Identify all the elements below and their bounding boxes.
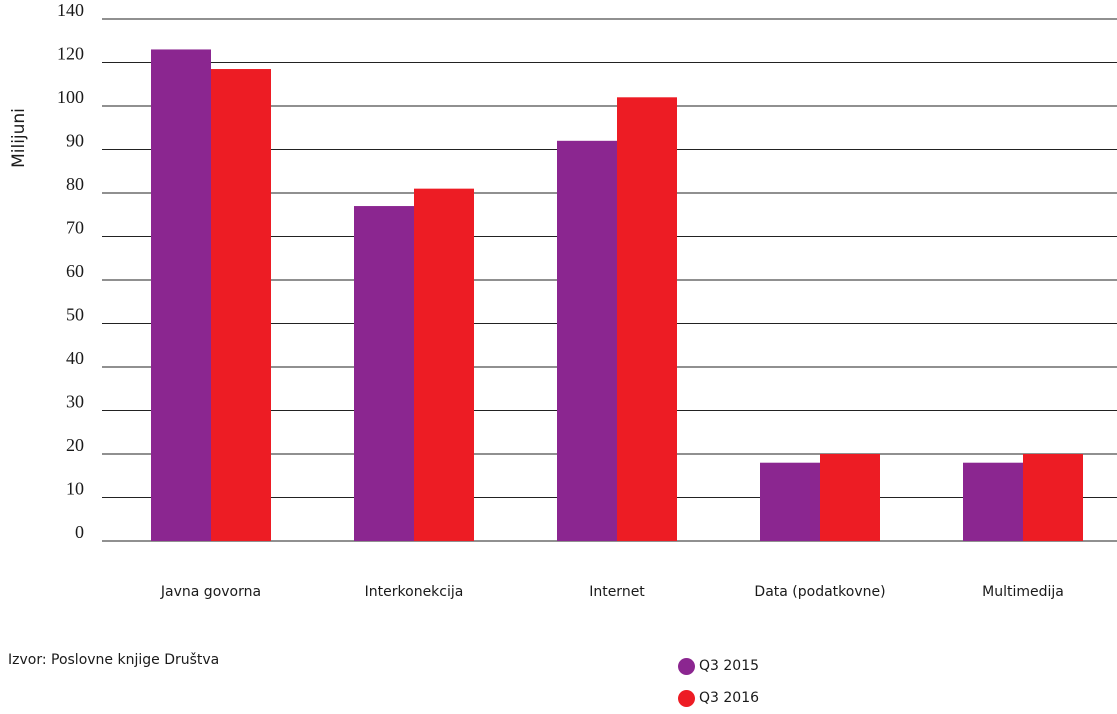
bar-q3-2016 xyxy=(414,188,474,541)
bar-chart: 0 10 20 30 40 50 60 70 80 90 100 120 140 Javna govor… xyxy=(9,0,1117,600)
y-tick-label: 30 xyxy=(66,392,84,412)
bar-q3-2015 xyxy=(963,462,1023,541)
y-tick-label: 10 xyxy=(66,479,84,499)
legend-item-q3-2015: Q3 2015 xyxy=(678,650,759,682)
x-axis-ticks: Javna govorna Interkonekcija Internet Data … xyxy=(160,584,1064,600)
bar-q3-2016 xyxy=(1023,454,1083,541)
bar-q3-2016 xyxy=(211,69,271,542)
legend: Q3 2015 Q3 2016 xyxy=(678,650,759,714)
legend-label: Q3 2015 xyxy=(699,658,760,674)
y-tick-label: 100 xyxy=(57,87,84,107)
bar-q3-2015 xyxy=(557,140,617,542)
x-tick-label: Javna govorna xyxy=(160,584,261,600)
y-tick-label: 40 xyxy=(66,348,84,368)
x-tick-label: Multimedija xyxy=(982,584,1064,600)
bar-q3-2016 xyxy=(617,97,677,542)
y-tick-label: 50 xyxy=(66,305,84,325)
y-tick-label: 90 xyxy=(66,131,84,151)
bar-q3-2015 xyxy=(354,206,414,542)
legend-label: Q3 2016 xyxy=(699,690,760,706)
legend-swatch-q3-2016 xyxy=(678,689,695,707)
y-axis-ticks: 0 10 20 30 40 50 60 70 80 90 100 120 140 xyxy=(57,0,84,542)
y-tick-label: 20 xyxy=(66,435,84,455)
x-tick-label: Internet xyxy=(589,584,645,600)
bars xyxy=(151,49,1083,542)
y-axis-label: Milijuni xyxy=(9,108,29,168)
y-tick-label: 120 xyxy=(57,44,84,64)
y-tick-label: 140 xyxy=(57,0,84,20)
y-tick-label: 0 xyxy=(75,522,84,542)
y-tick-label: 60 xyxy=(66,261,84,281)
bar-q3-2016 xyxy=(820,454,880,541)
x-tick-label: Interkonekcija xyxy=(365,584,464,600)
y-tick-label: 70 xyxy=(66,218,84,238)
legend-swatch-q3-2015 xyxy=(678,657,695,675)
legend-item-q3-2016: Q3 2016 xyxy=(678,682,759,714)
y-tick-label: 80 xyxy=(66,174,84,194)
bar-q3-2015 xyxy=(760,462,820,541)
x-tick-label: Data (podatkovne) xyxy=(754,584,885,600)
bar-q3-2015 xyxy=(151,49,211,541)
source-note: Izvor: Poslovne knjige Društva xyxy=(8,652,220,668)
